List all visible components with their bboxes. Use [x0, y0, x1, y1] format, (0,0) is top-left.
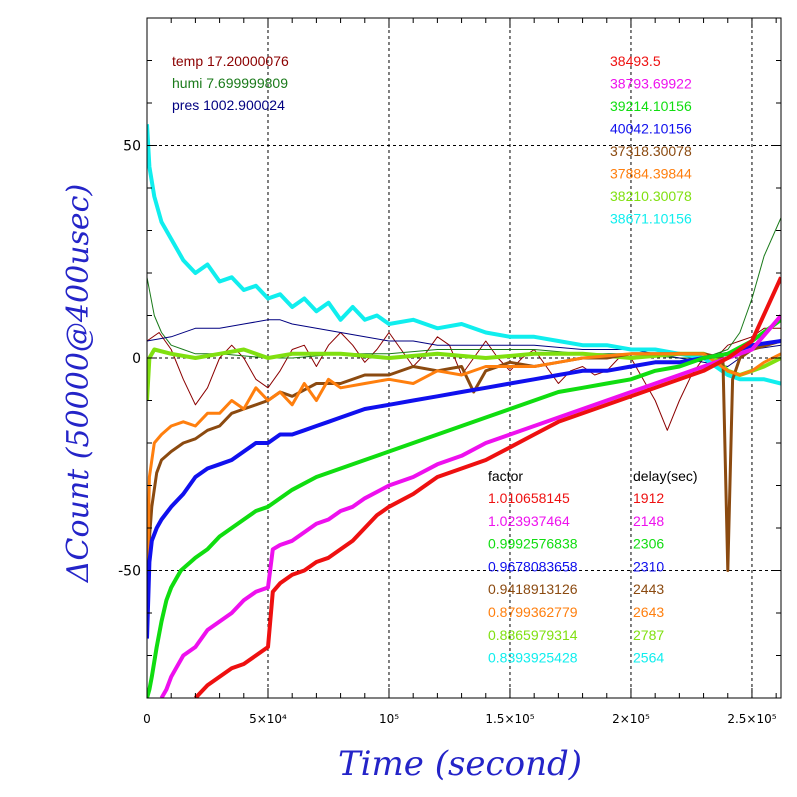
table-delay-value: 1912 — [633, 490, 664, 506]
env-reading: temp 17.20000076 — [172, 53, 289, 69]
ticks — [146, 18, 781, 698]
series-value-label: 37884.39844 — [610, 166, 692, 182]
x-axis-title: Time (second) — [338, 744, 582, 784]
series-line-7 — [147, 352, 781, 614]
x-tick-label: 10⁵ — [379, 712, 399, 726]
env-reading: pres 1002.900024 — [172, 97, 285, 113]
x-tick-label: 1.5×10⁵ — [485, 712, 534, 726]
table-factor-value: 0.8393925428 — [488, 650, 578, 666]
tick-labels: 0 5×10⁴ 10⁵ 1.5×10⁵ 2×10⁵ 2.5×10⁵ -50 0 50 — [118, 139, 777, 727]
series-line-9 — [147, 318, 781, 698]
series-value-label: 38493.5 — [610, 53, 661, 69]
x-tick-label: 2.5×10⁵ — [727, 712, 776, 726]
x-tick-label: 0 — [143, 712, 151, 726]
table-factor-value: 0.8865979314 — [488, 627, 578, 643]
table-delay-value: 2148 — [633, 513, 664, 529]
series-line-8 — [147, 339, 781, 639]
table-delay-value: 2306 — [633, 536, 664, 552]
annotations: temp 17.20000076 humi 7.699999809 pres 100… — [172, 53, 698, 666]
x-tick-label: 5×10⁴ — [249, 712, 287, 726]
table-delay-value: 2787 — [633, 627, 664, 643]
table-factor-value: 0.8799362779 — [488, 604, 578, 620]
y-tick-label: 0 — [132, 351, 141, 367]
series-value-label: 38671.10156 — [610, 211, 692, 227]
series-value-label: 38210.30078 — [610, 188, 692, 204]
series-group — [147, 124, 781, 698]
y-tick-label: 50 — [123, 139, 141, 155]
series-value-label: 40042.10156 — [610, 121, 692, 137]
table-header-delay: delay(sec) — [633, 468, 698, 484]
table-factor-value: 0.9678083658 — [488, 558, 578, 574]
x-tick-label: 2×10⁵ — [612, 712, 650, 726]
table-delay-value: 2310 — [633, 558, 664, 574]
table-delay-value: 2564 — [633, 650, 664, 666]
series-line-10 — [159, 314, 781, 698]
series-line-4 — [147, 124, 781, 386]
series-value-label: 39214.10156 — [610, 98, 692, 114]
series-line-2 — [147, 217, 781, 359]
table-factor-value: 0.9418913126 — [488, 581, 578, 597]
table-delay-value: 2443 — [633, 581, 664, 597]
series-value-label: 38793.69922 — [610, 76, 692, 92]
env-reading: humi 7.699999809 — [172, 75, 288, 91]
table-delay-value: 2643 — [633, 604, 664, 620]
table-factor-value: 1.010658145 — [488, 490, 570, 506]
table-header-factor: factor — [488, 468, 523, 484]
table-factor-value: 0.9992576838 — [488, 536, 578, 552]
series-value-label: 37318.30078 — [610, 143, 692, 159]
series-line-11 — [193, 276, 781, 698]
table-factor-value: 1.023937464 — [488, 513, 570, 529]
y-tick-label: -50 — [118, 564, 141, 580]
series-line-1 — [147, 327, 781, 431]
y-axis-title: ΔCount (50000@400usec) — [61, 184, 96, 583]
